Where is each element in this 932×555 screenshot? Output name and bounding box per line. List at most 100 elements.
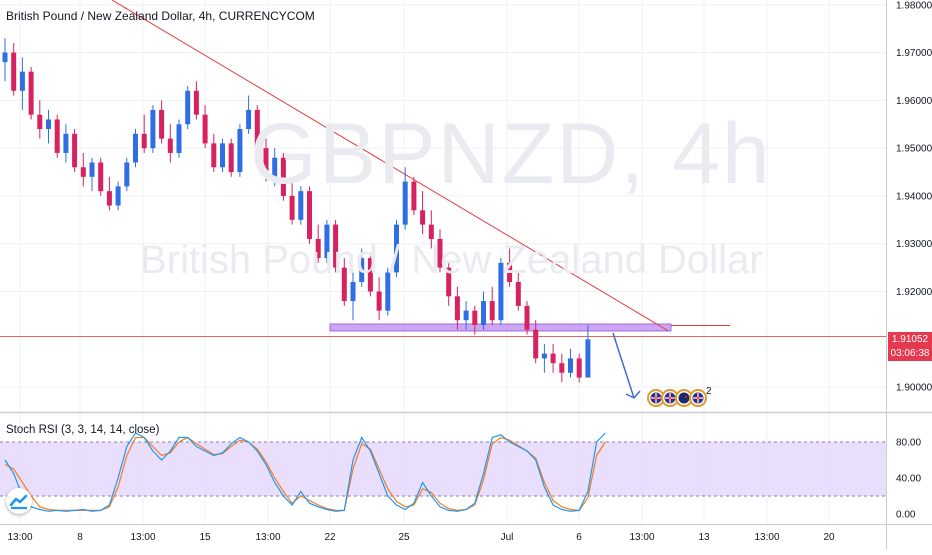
candle-bullish bbox=[2, 38, 8, 82]
candle-body bbox=[176, 124, 182, 153]
time-tick-label: 13:00 bbox=[7, 532, 32, 543]
candle-bearish bbox=[54, 114, 60, 158]
candle-body bbox=[124, 162, 130, 187]
price-tick-label: 1.90000 bbox=[896, 383, 932, 394]
candle-bearish bbox=[515, 272, 521, 311]
indicator-label[interactable]: Stoch RSI (3, 3, 14, 14, close) bbox=[6, 424, 160, 436]
candle-body bbox=[167, 138, 173, 153]
candle-bearish bbox=[98, 157, 104, 196]
candle-body bbox=[254, 109, 260, 149]
candle-bullish bbox=[220, 138, 225, 173]
candle-bullish bbox=[568, 348, 573, 378]
candle-body bbox=[37, 114, 43, 130]
time-tick-label: 13:00 bbox=[255, 532, 280, 543]
event-count: 2 bbox=[706, 386, 712, 397]
candle-bullish bbox=[463, 301, 469, 330]
candle-body bbox=[359, 258, 365, 282]
candle-bearish bbox=[472, 305, 478, 335]
flag-field bbox=[678, 392, 690, 404]
candle-body bbox=[550, 353, 556, 364]
candle-bearish bbox=[524, 301, 530, 335]
candle-body bbox=[89, 162, 95, 177]
candle-bullish bbox=[498, 258, 504, 325]
candle-bearish bbox=[28, 66, 34, 120]
price-tick-label: 1.96000 bbox=[896, 96, 932, 107]
candle-body bbox=[185, 90, 191, 125]
candle-bullish bbox=[19, 57, 25, 110]
candle-body bbox=[72, 133, 78, 168]
candle-body bbox=[515, 281, 521, 306]
candle-bearish bbox=[376, 277, 382, 321]
candle-bearish bbox=[263, 138, 269, 182]
time-tick-label: Jul bbox=[501, 532, 514, 543]
candle-bearish bbox=[193, 81, 199, 120]
candle-body bbox=[115, 186, 121, 206]
stoch-band bbox=[0, 442, 886, 496]
candle-bearish bbox=[333, 219, 339, 273]
candle-body bbox=[341, 267, 347, 302]
uk-flag-icon bbox=[661, 389, 679, 407]
candle-body bbox=[211, 143, 217, 168]
tradingview-logo[interactable] bbox=[6, 488, 32, 514]
candle-bullish bbox=[402, 167, 408, 230]
candle-bearish bbox=[167, 124, 173, 163]
candle-bullish bbox=[481, 291, 486, 330]
candle-bullish bbox=[298, 186, 304, 225]
candle-bearish bbox=[550, 344, 556, 373]
candle-body bbox=[2, 52, 8, 63]
candle-body bbox=[507, 262, 513, 282]
stoch-k-line bbox=[4, 432, 606, 512]
candle-body bbox=[80, 167, 86, 177]
candle-body bbox=[54, 119, 60, 153]
candle-bearish bbox=[202, 105, 208, 149]
uk-flag-icon bbox=[647, 389, 665, 407]
candle-body bbox=[298, 191, 304, 220]
candle-bearish bbox=[507, 248, 513, 287]
candle-body bbox=[481, 301, 486, 325]
candle-body bbox=[220, 143, 225, 168]
candle-body bbox=[228, 143, 234, 173]
candle-bullish bbox=[350, 272, 356, 321]
candle-body bbox=[141, 133, 147, 149]
price-tick-label: 1.98000 bbox=[896, 0, 932, 11]
time-tick-label: 22 bbox=[324, 532, 336, 543]
candle-body bbox=[411, 181, 417, 211]
candle-body bbox=[11, 52, 17, 91]
candle-body bbox=[402, 181, 408, 225]
candle-bearish bbox=[228, 138, 234, 177]
candle-body bbox=[463, 310, 469, 321]
candle-body bbox=[106, 191, 112, 206]
candle-bearish bbox=[254, 105, 260, 153]
candle-body bbox=[350, 281, 356, 302]
time-tick-label: 13 bbox=[698, 532, 710, 543]
time-tick-label: 15 bbox=[199, 532, 211, 543]
candle-bearish bbox=[576, 353, 582, 383]
time-tick-label: 13:00 bbox=[130, 532, 155, 543]
candle-body bbox=[524, 305, 530, 330]
candle-body bbox=[237, 129, 243, 173]
price-tick-label: 1.93000 bbox=[896, 239, 932, 250]
candle-bearish bbox=[454, 286, 460, 330]
candle-bullish bbox=[115, 181, 121, 211]
candle-body bbox=[367, 258, 373, 292]
candle-body bbox=[19, 71, 25, 91]
candle-bearish bbox=[437, 229, 443, 273]
candle-body bbox=[454, 296, 460, 321]
candle-bearish bbox=[428, 210, 434, 249]
candle-body bbox=[263, 148, 269, 177]
candle-bullish bbox=[185, 86, 191, 130]
time-tick-label: 6 bbox=[576, 532, 582, 543]
candle-bullish bbox=[324, 219, 330, 263]
candle-bearish bbox=[289, 181, 295, 225]
candle-body bbox=[333, 224, 339, 268]
candle-bullish bbox=[46, 109, 51, 144]
candle-body bbox=[559, 363, 565, 373]
price-tick-label: 1.95000 bbox=[896, 144, 932, 155]
candle-body bbox=[385, 272, 391, 311]
candle-bullish bbox=[133, 129, 138, 168]
candle-bullish bbox=[385, 267, 391, 316]
candle-body bbox=[498, 262, 504, 321]
candle-bearish bbox=[80, 152, 86, 187]
